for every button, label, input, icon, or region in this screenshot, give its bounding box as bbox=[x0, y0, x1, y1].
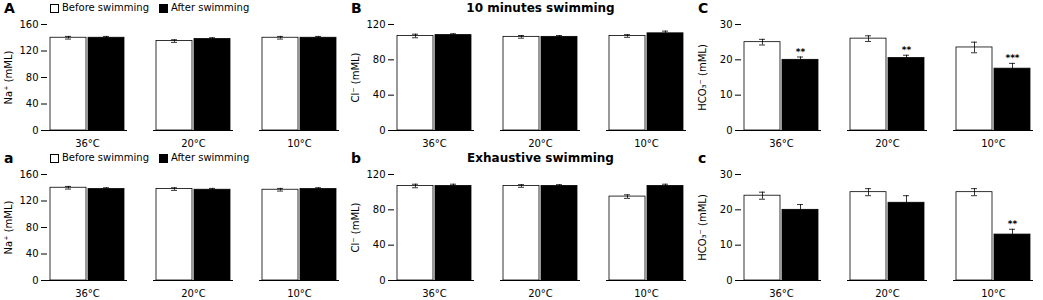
svg-text:**: ** bbox=[902, 45, 912, 55]
svg-text:0: 0 bbox=[32, 125, 38, 136]
svg-text:80: 80 bbox=[373, 204, 386, 215]
svg-text:10°C: 10°C bbox=[981, 288, 1006, 299]
svg-text:36°C: 36°C bbox=[75, 288, 100, 299]
svg-text:120: 120 bbox=[366, 19, 385, 30]
html-text:Before swimming: Before swimming bbox=[62, 2, 149, 13]
svg-text:36°C: 36°C bbox=[75, 138, 100, 149]
html-text:c: c bbox=[698, 150, 707, 166]
svg-text:40: 40 bbox=[373, 239, 386, 250]
svg-text:10°C: 10°C bbox=[634, 138, 659, 149]
html-text:After swimming: After swimming bbox=[171, 2, 250, 13]
svg-text:**: ** bbox=[1008, 219, 1018, 229]
svg-text:36°C: 36°C bbox=[769, 138, 794, 149]
svg-text:HCO₃⁻ (mML): HCO₃⁻ (mML) bbox=[697, 44, 708, 111]
html-text:Before swimming: Before swimming bbox=[62, 152, 149, 163]
html-text:b: b bbox=[351, 150, 361, 166]
svg-text:20°C: 20°C bbox=[528, 138, 553, 149]
svg-text:40: 40 bbox=[26, 248, 39, 259]
svg-text:120: 120 bbox=[19, 195, 38, 206]
svg-text:20°C: 20°C bbox=[875, 138, 900, 149]
svg-text:36°C: 36°C bbox=[422, 138, 447, 149]
svg-text:Na⁺ (mML): Na⁺ (mML) bbox=[3, 200, 14, 254]
svg-text:0: 0 bbox=[726, 275, 732, 286]
svg-text:0: 0 bbox=[379, 125, 385, 136]
html-text:C: C bbox=[698, 0, 709, 16]
svg-text:10°C: 10°C bbox=[634, 288, 659, 299]
svg-text:40: 40 bbox=[373, 89, 386, 100]
html-text:A: A bbox=[4, 0, 15, 16]
svg-text:HCO₃⁻ (mML): HCO₃⁻ (mML) bbox=[697, 194, 708, 261]
html-text:B: B bbox=[351, 0, 362, 16]
svg-text:20°C: 20°C bbox=[528, 288, 553, 299]
svg-text:0: 0 bbox=[726, 125, 732, 136]
svg-text:160: 160 bbox=[19, 169, 38, 180]
svg-text:10°C: 10°C bbox=[287, 288, 312, 299]
svg-text:0: 0 bbox=[379, 275, 385, 286]
html-text:After swimming: After swimming bbox=[171, 152, 250, 163]
svg-text:***: *** bbox=[1005, 53, 1019, 63]
svg-text:20°C: 20°C bbox=[181, 288, 206, 299]
svg-text:20: 20 bbox=[720, 204, 733, 215]
svg-text:120: 120 bbox=[366, 169, 385, 180]
html-text:10 minutes swimming: 10 minutes swimming bbox=[466, 1, 615, 15]
svg-text:36°C: 36°C bbox=[422, 288, 447, 299]
svg-text:36°C: 36°C bbox=[769, 288, 794, 299]
svg-text:80: 80 bbox=[26, 72, 39, 83]
svg-text:Na⁺ (mML): Na⁺ (mML) bbox=[3, 50, 14, 104]
svg-text:80: 80 bbox=[373, 54, 386, 65]
svg-text:40: 40 bbox=[26, 98, 39, 109]
svg-text:10: 10 bbox=[720, 239, 733, 250]
svg-text:120: 120 bbox=[19, 45, 38, 56]
svg-text:20°C: 20°C bbox=[875, 288, 900, 299]
svg-text:10°C: 10°C bbox=[287, 138, 312, 149]
svg-text:30: 30 bbox=[720, 169, 733, 180]
svg-text:Cl⁻ (mML): Cl⁻ (mML) bbox=[350, 202, 361, 252]
svg-text:20°C: 20°C bbox=[181, 138, 206, 149]
svg-text:0: 0 bbox=[32, 275, 38, 286]
svg-text:**: ** bbox=[796, 47, 806, 57]
svg-text:10°C: 10°C bbox=[981, 138, 1006, 149]
svg-text:Cl⁻ (mML): Cl⁻ (mML) bbox=[350, 52, 361, 102]
svg-text:20: 20 bbox=[720, 54, 733, 65]
html-text:Exhaustive swimming: Exhaustive swimming bbox=[467, 151, 614, 165]
svg-text:160: 160 bbox=[19, 19, 38, 30]
svg-text:80: 80 bbox=[26, 222, 39, 233]
html-text:a: a bbox=[4, 150, 14, 166]
svg-text:10: 10 bbox=[720, 89, 733, 100]
svg-text:30: 30 bbox=[720, 19, 733, 30]
